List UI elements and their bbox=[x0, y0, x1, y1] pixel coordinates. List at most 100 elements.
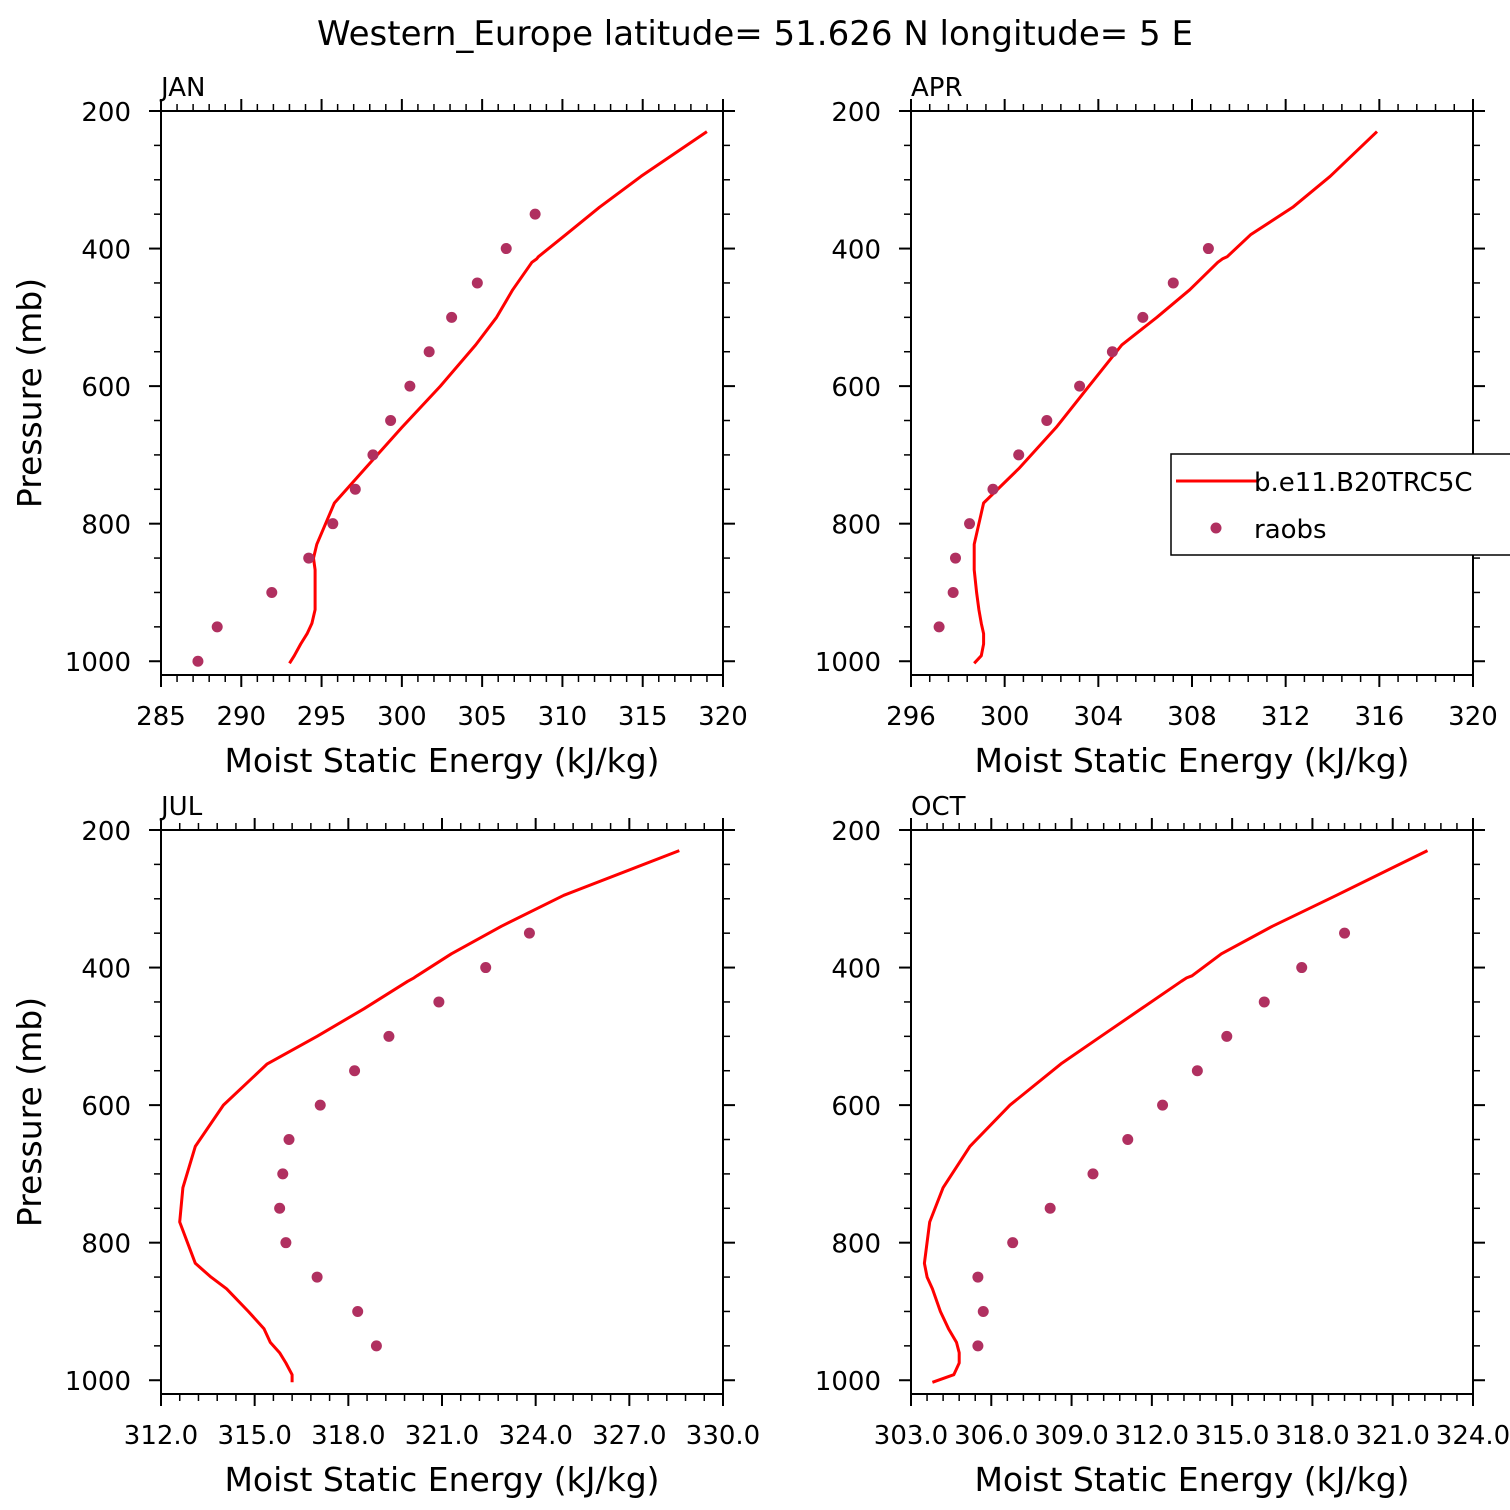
x-tick-label: 312.0 bbox=[1115, 1421, 1189, 1451]
plot-frame bbox=[910, 110, 1474, 676]
obs-point bbox=[1122, 1134, 1134, 1146]
x-tick-label: 312.0 bbox=[124, 1421, 198, 1451]
obs-point bbox=[314, 1099, 326, 1111]
panels: JAN 285 290 295 300 305 310 315 320 200 400 600 800 1… bbox=[10, 73, 1510, 1499]
x-tick-label: 330.0 bbox=[686, 1421, 760, 1451]
obs-point bbox=[1013, 449, 1025, 461]
x-tick-label: 324.0 bbox=[498, 1421, 572, 1451]
x-tick-label: 321.0 bbox=[405, 1421, 479, 1451]
y-tick-label: 200 bbox=[831, 817, 881, 847]
obs-point bbox=[277, 1168, 289, 1180]
obs-point bbox=[283, 1134, 295, 1146]
x-tick-label: 309.0 bbox=[1034, 1421, 1108, 1451]
obs-point bbox=[1041, 415, 1053, 427]
y-tick-label: 400 bbox=[831, 955, 881, 985]
data-layer bbox=[178, 849, 680, 1383]
obs-point bbox=[972, 1340, 984, 1352]
plot-frame bbox=[910, 829, 1474, 1395]
x-tick-label: 304 bbox=[1074, 702, 1124, 732]
obs-point bbox=[977, 1305, 989, 1317]
obs-point bbox=[1296, 962, 1308, 974]
obs-point bbox=[280, 1237, 292, 1249]
obs-point bbox=[471, 277, 483, 289]
obs-point bbox=[972, 1271, 984, 1283]
y-tick-label: 600 bbox=[81, 1092, 131, 1122]
obs-point bbox=[274, 1202, 286, 1214]
obs-point bbox=[1191, 1065, 1203, 1077]
obs-point bbox=[933, 621, 945, 633]
obs-point bbox=[1221, 1030, 1233, 1042]
y-tick-label: 400 bbox=[81, 955, 131, 985]
y-tick-label: 600 bbox=[831, 1092, 881, 1122]
obs-point bbox=[523, 927, 535, 939]
y-tick-label: 200 bbox=[81, 98, 131, 128]
panel-label: APR bbox=[911, 73, 963, 103]
obs-point bbox=[211, 621, 223, 633]
x-tick-label: 312 bbox=[1261, 702, 1311, 732]
x-axis-label: Moist Static Energy (kJ/kg) bbox=[224, 741, 659, 780]
obs-point bbox=[1167, 277, 1179, 289]
y-tick-label: 1000 bbox=[65, 648, 131, 678]
x-axis-label: Moist Static Energy (kJ/kg) bbox=[974, 741, 1409, 780]
legend-model-label: b.e11.B20TRC5C bbox=[1254, 468, 1473, 498]
x-tick-label: 306.0 bbox=[954, 1421, 1028, 1451]
obs-point bbox=[433, 996, 445, 1008]
x-tick-label: 305 bbox=[457, 702, 507, 732]
y-tick-label: 600 bbox=[831, 373, 881, 403]
obs-point bbox=[311, 1271, 323, 1283]
obs-point bbox=[1202, 243, 1214, 255]
x-tick-label: 290 bbox=[216, 702, 266, 732]
obs-point bbox=[1339, 927, 1351, 939]
obs-point bbox=[1074, 380, 1086, 392]
panel-apr: APR 296 300 304 308 312 316 320 200 400 600 800 1000… bbox=[815, 73, 1510, 780]
x-axis-label: Moist Static Energy (kJ/kg) bbox=[224, 1460, 659, 1499]
obs-point bbox=[529, 208, 541, 220]
obs-point bbox=[385, 415, 397, 427]
plot-frame bbox=[160, 110, 724, 676]
figure-title: Western_Europe latitude= 51.626 N longit… bbox=[317, 14, 1193, 54]
x-tick-label: 318.0 bbox=[311, 1421, 385, 1451]
obs-point bbox=[192, 655, 204, 667]
panel-label: JAN bbox=[159, 73, 205, 103]
obs-point bbox=[1007, 1237, 1019, 1249]
model-line bbox=[288, 130, 708, 665]
x-tick-label: 303.0 bbox=[874, 1421, 948, 1451]
model-line bbox=[972, 130, 1379, 665]
model-line bbox=[922, 849, 1429, 1384]
legend-obs-swatch bbox=[1210, 522, 1222, 534]
x-tick-label: 320 bbox=[698, 702, 748, 732]
panel-label: OCT bbox=[911, 792, 966, 822]
obs-point bbox=[404, 380, 416, 392]
x-tick-label: 316 bbox=[1355, 702, 1405, 732]
x-tick-label: 320 bbox=[1448, 702, 1498, 732]
y-tick-label: 1000 bbox=[815, 1367, 881, 1397]
legend-box bbox=[1170, 453, 1510, 556]
y-tick-label: 400 bbox=[831, 236, 881, 266]
obs-point bbox=[947, 586, 959, 598]
data-layer bbox=[933, 130, 1379, 665]
obs-point bbox=[423, 346, 435, 358]
x-tick-label: 315 bbox=[618, 702, 668, 732]
y-tick-label: 200 bbox=[81, 817, 131, 847]
obs-point bbox=[1106, 346, 1118, 358]
data-layer bbox=[192, 130, 708, 667]
x-axis-label: Moist Static Energy (kJ/kg) bbox=[974, 1460, 1409, 1499]
obs-point bbox=[1087, 1168, 1099, 1180]
legend-obs-label: raobs bbox=[1254, 515, 1327, 545]
x-tick-label: 300 bbox=[377, 702, 427, 732]
obs-point bbox=[349, 483, 361, 495]
panel-jul: JUL 312.0 315.0 318.0 321.0 324.0 327.0 330.0 20… bbox=[10, 792, 760, 1499]
x-tick-label: 324.0 bbox=[1436, 1421, 1510, 1451]
x-tick-label: 315.0 bbox=[1195, 1421, 1269, 1451]
obs-point bbox=[1258, 996, 1270, 1008]
obs-point bbox=[1157, 1099, 1169, 1111]
panel-label: JUL bbox=[159, 792, 203, 822]
x-tick-label: 308 bbox=[1167, 702, 1217, 732]
obs-point bbox=[500, 243, 512, 255]
obs-point bbox=[987, 483, 999, 495]
y-tick-label: 1000 bbox=[815, 648, 881, 678]
model-line bbox=[178, 849, 680, 1383]
y-axis-label: Pressure (mb) bbox=[10, 997, 49, 1227]
y-tick-label: 200 bbox=[831, 98, 881, 128]
